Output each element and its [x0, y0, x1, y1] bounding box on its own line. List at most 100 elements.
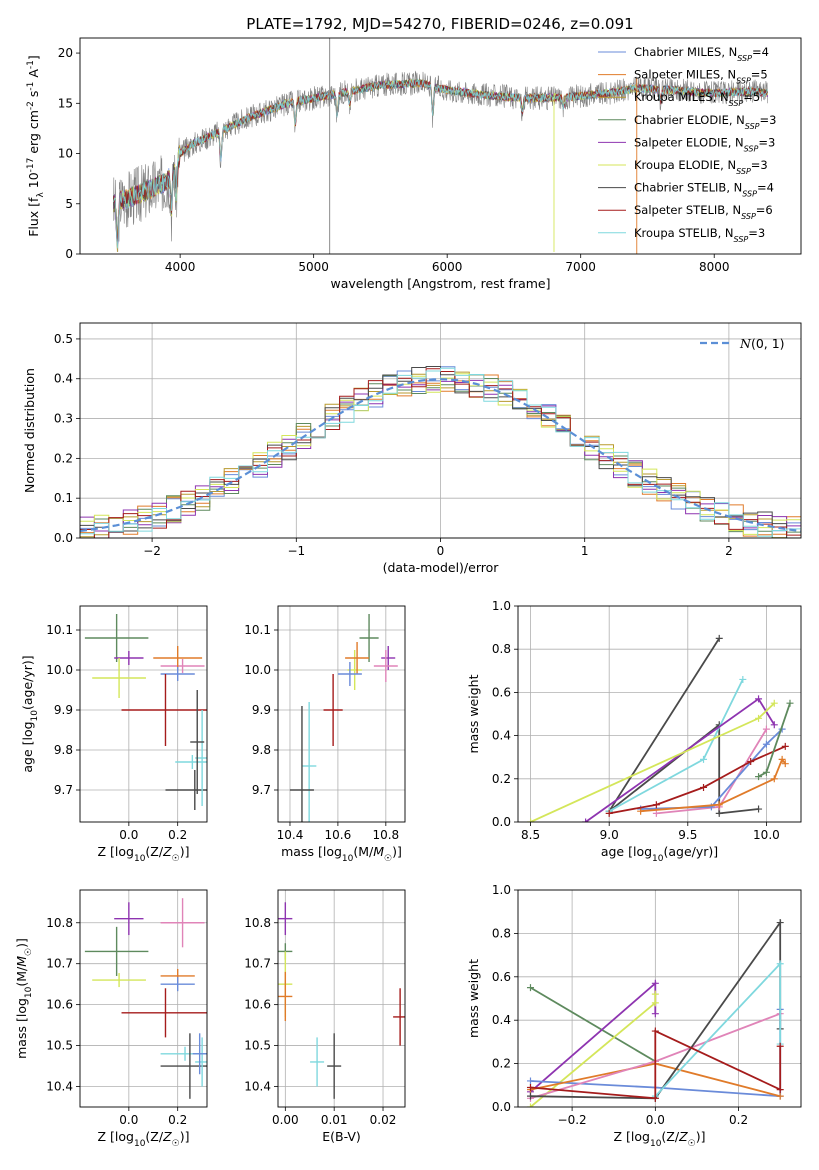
y-tick-label: 1.0 — [492, 883, 511, 897]
y-tick-label: 0.8 — [492, 926, 511, 940]
y-tick-label: 0.3 — [54, 412, 73, 426]
y-tick-label: 0.5 — [54, 332, 73, 346]
data-point — [289, 706, 314, 822]
data-point — [301, 702, 317, 822]
y-tick-label: 0.0 — [492, 815, 511, 829]
x-tick-label: −0.2 — [558, 1113, 587, 1127]
data-point — [84, 614, 149, 662]
weight-marker — [762, 725, 770, 733]
y-tick-label: 9.9 — [54, 703, 73, 717]
y-axis-label: Flux [fλ 10-17 erg cm-2 s-1 A-1] — [26, 55, 46, 237]
x-axis-label: age [log10(age/yr)] — [601, 844, 718, 864]
axes-frame — [79, 605, 208, 823]
weight-marker — [526, 1077, 534, 1085]
data-point — [278, 971, 293, 1022]
data-point — [92, 973, 146, 988]
data-point — [359, 614, 379, 662]
legend-label: Chabrier MILES, NSSP=4 — [634, 45, 769, 63]
panel-mass-weight-vs-z: −0.2 0.0 0.2 0.0 0.2 0.4 0.6 0.8 1.0 Z [log10(Z/Z… — [466, 883, 802, 1149]
x-tick-label: 0.01 — [321, 1113, 348, 1127]
weight-marker — [651, 1027, 659, 1035]
y-tick-label: 10.8 — [244, 916, 271, 930]
weight-marker — [776, 1086, 784, 1094]
plot-area — [278, 902, 405, 1099]
x-tick-label: −2 — [143, 544, 161, 558]
histogram-step — [80, 373, 801, 535]
data-point — [165, 770, 207, 810]
data-point — [121, 674, 207, 746]
weight-marker — [781, 742, 789, 750]
legend-label: Salpeter STELIB, NSSP=6 — [634, 203, 773, 221]
plot-area — [113, 38, 768, 254]
weight-marker — [651, 990, 659, 998]
x-tick-label: 4000 — [165, 260, 196, 274]
panel-mass-vs-z: 0.0 0.2 10.4 10.5 10.6 10.7 10.8 Z [log10(Z/Z☉)… — [14, 889, 208, 1149]
y-tick-label: 10.0 — [244, 663, 271, 677]
weight-marker — [755, 805, 763, 813]
x-axis-label: (data-model)/error — [383, 560, 500, 575]
weight-marker — [652, 809, 660, 817]
y-tick-label: 0.4 — [492, 1013, 511, 1027]
x-tick-label: 0.0 — [119, 1113, 138, 1127]
y-tick-label: 10.8 — [46, 916, 73, 930]
data-point — [373, 650, 398, 682]
weight-marker — [700, 783, 708, 791]
y-axis-label: age [log10(age/yr)] — [20, 655, 40, 772]
data-point — [175, 755, 207, 769]
weight-marker — [762, 768, 770, 776]
data-point — [121, 988, 207, 1038]
weight-marker — [781, 760, 789, 768]
data-point — [327, 1033, 342, 1099]
plot-area — [527, 634, 794, 822]
weight-marker — [605, 809, 613, 817]
weight-marker — [747, 758, 755, 766]
y-tick-label: 0.2 — [54, 451, 73, 465]
x-tick-label: −1 — [287, 544, 305, 558]
x-tick-label: 0.0 — [646, 1113, 665, 1127]
panel-spectrum: 4000 5000 6000 7000 8000 0 5 10 15 20 wavelength [… — [26, 37, 802, 291]
data-point — [310, 1037, 325, 1087]
x-tick-label: 0.2 — [729, 1113, 748, 1127]
weight-marker — [755, 695, 763, 703]
plot-area — [289, 614, 398, 822]
data-point — [278, 902, 293, 936]
plot-area — [84, 898, 207, 1099]
y-tick-label: 9.9 — [252, 703, 271, 717]
model-spectrum-line — [113, 78, 768, 249]
x-tick-label: 0.0 — [119, 828, 138, 842]
weight-marker — [776, 919, 784, 927]
data-point — [345, 642, 370, 674]
histogram-step — [80, 367, 801, 537]
legend-label: Chabrier STELIB, NSSP=4 — [634, 181, 774, 199]
axes-frame — [79, 37, 802, 255]
x-tick-label: 9.5 — [678, 828, 697, 842]
weight-marker — [651, 1094, 659, 1102]
figure-title: PLATE=1792, MJD=54270, FIBERID=0246, z=0… — [246, 15, 633, 33]
y-tick-label: 9.7 — [54, 783, 73, 797]
x-tick-label: 9.0 — [600, 828, 619, 842]
weight-marker — [582, 818, 590, 822]
y-tick-label: 20 — [58, 46, 73, 60]
x-tick-label: 5000 — [298, 260, 329, 274]
y-tick-label: 9.8 — [54, 743, 73, 757]
legend-label: N(0, 1) — [739, 336, 785, 351]
x-tick-label: 8000 — [699, 260, 730, 274]
legend-label: Salpeter MILES, NSSP=5 — [634, 68, 768, 86]
legend-label: Kroupa MILES, NSSP=5 — [634, 90, 760, 108]
weight-marker — [651, 999, 659, 1007]
x-axis-label: wavelength [Angstrom, rest frame] — [330, 276, 550, 291]
weight-marker — [786, 699, 794, 707]
weight-line — [608, 637, 759, 815]
data-point — [160, 667, 195, 681]
data-point — [160, 898, 205, 948]
data-point — [160, 659, 205, 673]
y-axis-label: mass weight — [466, 959, 481, 1038]
plot-area — [84, 614, 207, 810]
x-tick-label: 0.00 — [272, 1113, 299, 1127]
y-tick-label: 10.6 — [244, 998, 271, 1012]
data-point — [337, 662, 362, 686]
weight-marker — [776, 1042, 784, 1050]
weight-marker — [652, 801, 660, 809]
plot-area — [80, 366, 801, 538]
panel-age-vs-z: 0.0 0.2 9.7 9.8 9.9 10.0 10.1 Z [log10(Z/Z☉)] ag… — [20, 605, 208, 864]
